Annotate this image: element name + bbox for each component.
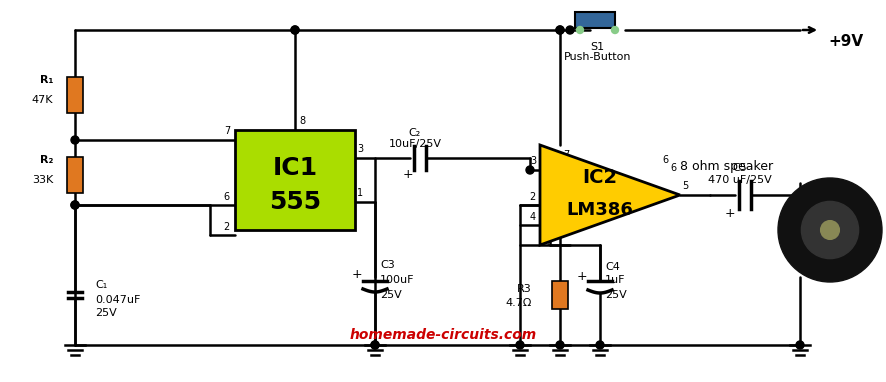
Text: 25V: 25V bbox=[95, 308, 117, 318]
Text: R₁: R₁ bbox=[40, 75, 53, 85]
Text: 5: 5 bbox=[681, 181, 688, 191]
Text: 7: 7 bbox=[563, 150, 569, 160]
Text: 4: 4 bbox=[529, 212, 535, 222]
Text: IC2: IC2 bbox=[582, 167, 617, 186]
Circle shape bbox=[525, 166, 533, 174]
Text: C₂: C₂ bbox=[408, 128, 421, 138]
Text: 2: 2 bbox=[529, 192, 535, 202]
Text: C5: C5 bbox=[732, 163, 747, 173]
Text: 6: 6 bbox=[223, 192, 229, 202]
Text: 1uF: 1uF bbox=[604, 275, 625, 285]
Circle shape bbox=[291, 26, 299, 34]
Text: 0.047uF: 0.047uF bbox=[95, 295, 140, 305]
Text: IC1: IC1 bbox=[272, 156, 317, 180]
FancyBboxPatch shape bbox=[574, 12, 614, 28]
Text: 8: 8 bbox=[299, 116, 305, 126]
Text: 25V: 25V bbox=[604, 290, 626, 300]
Text: 100uF: 100uF bbox=[379, 275, 414, 285]
Text: 1: 1 bbox=[544, 238, 550, 248]
Text: 6: 6 bbox=[661, 155, 667, 165]
Circle shape bbox=[795, 341, 803, 349]
Circle shape bbox=[556, 26, 563, 34]
FancyBboxPatch shape bbox=[235, 130, 354, 230]
Polygon shape bbox=[540, 145, 680, 245]
Text: 3: 3 bbox=[529, 156, 535, 166]
Text: S1: S1 bbox=[590, 42, 604, 52]
Circle shape bbox=[556, 26, 563, 34]
FancyBboxPatch shape bbox=[67, 157, 83, 193]
Circle shape bbox=[370, 341, 378, 349]
Text: +: + bbox=[576, 270, 587, 283]
Text: Push-Button: Push-Button bbox=[563, 52, 631, 62]
Circle shape bbox=[71, 136, 79, 144]
Text: 7: 7 bbox=[223, 126, 229, 136]
Text: 47K: 47K bbox=[32, 95, 53, 105]
Text: C3: C3 bbox=[379, 260, 394, 270]
Circle shape bbox=[820, 221, 838, 240]
Circle shape bbox=[71, 201, 79, 209]
Circle shape bbox=[565, 26, 573, 34]
FancyBboxPatch shape bbox=[67, 77, 83, 113]
Text: R3: R3 bbox=[517, 284, 532, 294]
Text: +9V: +9V bbox=[827, 34, 862, 49]
Text: 10uF/25V: 10uF/25V bbox=[388, 139, 441, 149]
Circle shape bbox=[610, 26, 618, 34]
Text: homemade-circuits.com: homemade-circuits.com bbox=[349, 328, 536, 342]
Circle shape bbox=[71, 201, 79, 209]
Text: 8 ohm speaker: 8 ohm speaker bbox=[679, 160, 772, 173]
Circle shape bbox=[370, 341, 378, 349]
Text: LM386: LM386 bbox=[566, 201, 633, 219]
Circle shape bbox=[556, 341, 563, 349]
Text: C4: C4 bbox=[604, 262, 619, 272]
Text: +: + bbox=[724, 207, 734, 220]
Text: 555: 555 bbox=[268, 190, 321, 214]
Text: C₁: C₁ bbox=[95, 280, 107, 290]
Text: 25V: 25V bbox=[379, 290, 401, 300]
FancyBboxPatch shape bbox=[551, 281, 567, 309]
Text: 1: 1 bbox=[356, 188, 362, 198]
Circle shape bbox=[516, 341, 524, 349]
Circle shape bbox=[800, 201, 858, 259]
Text: +: + bbox=[351, 269, 361, 282]
Text: 2: 2 bbox=[223, 222, 229, 232]
Text: 470 uF/25V: 470 uF/25V bbox=[707, 175, 771, 185]
Circle shape bbox=[595, 341, 603, 349]
Text: 33K: 33K bbox=[32, 175, 53, 185]
Text: 8: 8 bbox=[544, 155, 550, 165]
Text: 3: 3 bbox=[356, 144, 362, 154]
Circle shape bbox=[291, 26, 299, 34]
Text: R₂: R₂ bbox=[40, 155, 53, 165]
Circle shape bbox=[576, 26, 583, 34]
Circle shape bbox=[777, 178, 881, 282]
Text: 6: 6 bbox=[669, 163, 675, 173]
Text: 4.7Ω: 4.7Ω bbox=[505, 298, 532, 308]
Text: +: + bbox=[402, 168, 413, 181]
